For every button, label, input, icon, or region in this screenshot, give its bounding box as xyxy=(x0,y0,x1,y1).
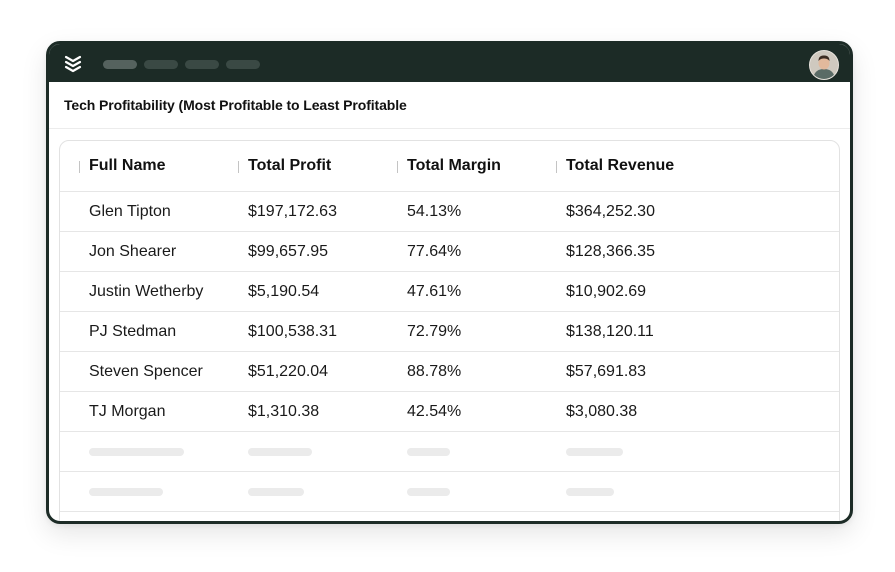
skeleton-bar xyxy=(89,488,163,496)
cell-total-margin: 72.79% xyxy=(407,322,462,340)
cell-full-name: Steven Spencer xyxy=(89,362,203,380)
profitability-table: Full Name Total Profit Total Margin Tota… xyxy=(59,140,840,521)
table-row[interactable]: Steven Spencer $51,220.04 88.78% $57,691… xyxy=(60,352,839,392)
cell-total-revenue: $57,691.83 xyxy=(566,362,647,380)
column-header-total-margin[interactable]: Total Margin xyxy=(407,157,501,174)
cell-total-revenue: $10,902.69 xyxy=(566,282,647,300)
cell-total-profit: $100,538.31 xyxy=(248,322,337,340)
cell-total-revenue: $138,120.11 xyxy=(566,322,654,340)
table-row[interactable]: PJ Stedman $100,538.31 72.79% $138,120.1… xyxy=(60,312,839,352)
cell-total-profit: $51,220.04 xyxy=(248,362,329,380)
cell-full-name: TJ Morgan xyxy=(89,402,166,420)
app-window: Tech Profitability (Most Profitable to L… xyxy=(46,41,853,524)
column-header-full-name[interactable]: Full Name xyxy=(89,157,166,174)
cell-total-profit: $1,310.38 xyxy=(248,402,320,420)
cell-full-name: Justin Wetherby xyxy=(89,282,204,300)
cell-total-revenue: $364,252.30 xyxy=(566,202,655,220)
user-avatar-icon[interactable] xyxy=(809,50,839,80)
skeleton-bar xyxy=(407,488,450,496)
cell-total-profit: $5,190.54 xyxy=(248,282,320,300)
cell-total-profit: $99,657.95 xyxy=(248,242,329,260)
table-row[interactable]: TJ Morgan $1,310.38 42.54% $3,080.38 xyxy=(60,392,839,432)
skeleton-bar xyxy=(407,448,450,456)
table-row[interactable]: Justin Wetherby $5,190.54 47.61% $10,902… xyxy=(60,272,839,312)
table-row[interactable]: Glen Tipton $197,172.63 54.13% $364,252.… xyxy=(60,192,839,232)
skeleton-row xyxy=(60,472,839,512)
cell-full-name: Glen Tipton xyxy=(89,202,171,220)
cell-total-revenue: $128,366.35 xyxy=(566,242,655,260)
column-separator[interactable] xyxy=(556,161,557,173)
cell-total-profit: $197,172.63 xyxy=(248,202,337,220)
column-header-total-profit[interactable]: Total Profit xyxy=(248,157,332,174)
cell-total-margin: 42.54% xyxy=(407,402,462,420)
cell-total-revenue: $3,080.38 xyxy=(566,402,638,420)
nav-item-placeholder[interactable] xyxy=(226,60,260,69)
cell-total-margin: 77.64% xyxy=(407,242,462,260)
cell-total-margin: 47.61% xyxy=(407,282,462,300)
skeleton-row xyxy=(60,432,839,472)
top-navigation-bar xyxy=(49,44,850,82)
skeleton-bar xyxy=(566,488,614,496)
table-row[interactable]: Jon Shearer $99,657.95 77.64% $128,366.3… xyxy=(60,232,839,272)
table-header-row: Full Name Total Profit Total Margin Tota… xyxy=(60,141,839,192)
cell-total-margin: 54.13% xyxy=(407,202,462,220)
column-separator[interactable] xyxy=(238,161,239,173)
skeleton-bar xyxy=(248,488,304,496)
column-separator[interactable] xyxy=(397,161,398,173)
cell-total-margin: 88.78% xyxy=(407,362,462,380)
column-separator[interactable] xyxy=(79,161,80,173)
nav-item-placeholder-active[interactable] xyxy=(103,60,137,69)
nav-item-placeholder[interactable] xyxy=(144,60,178,69)
column-header-total-revenue[interactable]: Total Revenue xyxy=(566,157,675,174)
cell-full-name: PJ Stedman xyxy=(89,322,177,340)
skeleton-bar xyxy=(566,448,623,456)
page-header: Tech Profitability (Most Profitable to L… xyxy=(49,82,850,129)
cell-full-name: Jon Shearer xyxy=(89,242,177,260)
page-title: Tech Profitability (Most Profitable to L… xyxy=(64,97,407,113)
skeleton-bar xyxy=(248,448,312,456)
skeleton-bar xyxy=(89,448,184,456)
nav-item-placeholder[interactable] xyxy=(185,60,219,69)
stacked-chevrons-logo-icon[interactable] xyxy=(63,53,83,73)
